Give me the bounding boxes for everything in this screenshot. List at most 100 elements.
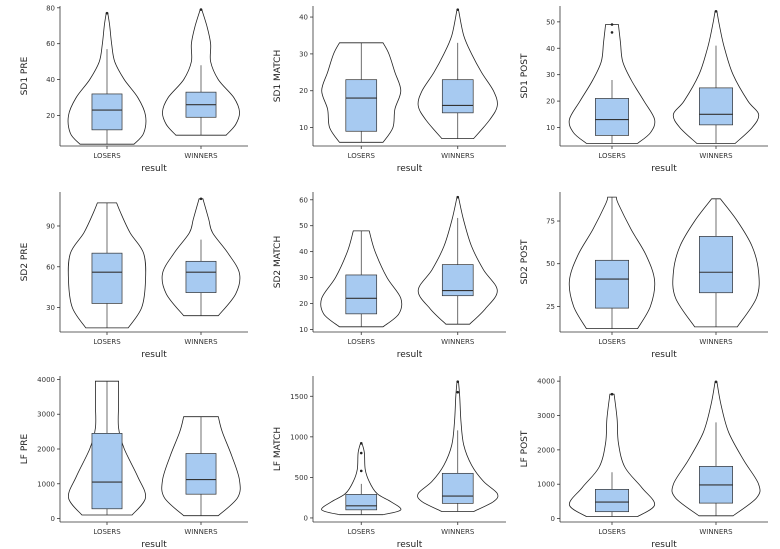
x-axis-title: result <box>141 540 167 549</box>
violin-losers <box>568 24 656 144</box>
y-tick-label: 25 <box>546 303 555 311</box>
y-tick-label: 40 <box>299 14 308 22</box>
y-tick-label: 30 <box>299 50 308 58</box>
y-tick-label: 3000 <box>537 412 555 420</box>
y-tick-label: 30 <box>299 274 308 282</box>
x-axis-title: result <box>141 164 167 174</box>
y-tick-label: 1000 <box>537 481 555 489</box>
y-tick-label: 2000 <box>37 446 55 454</box>
panel-sd1-pre: 20 40 60 80 LOSERS WINNERS result SD1 PRE <box>20 4 248 174</box>
box-winners <box>441 79 474 114</box>
y-axis-title: SD1 PRE <box>20 56 30 95</box>
box-winners <box>699 236 733 294</box>
x-tick-label: LOSERS <box>348 528 376 536</box>
panel-lf-match: 0 500 1000 1500 LOSERS WINNERS result LF MATCH <box>273 376 506 549</box>
x-tick-label: WINNERS <box>699 528 733 536</box>
panel-lf-post: 0 1000 2000 3000 4000 LOSERS WINNERS result LF P… <box>520 376 768 549</box>
y-tick-label: 75 <box>546 218 555 226</box>
panel-sd1-post: 10 20 30 40 50 LOSERS WINNERS result SD1 POST <box>520 6 768 174</box>
x-tick-label: WINNERS <box>441 338 475 346</box>
y-tick-label: 20 <box>546 98 555 106</box>
violin-losers <box>568 393 656 517</box>
box-losers <box>91 433 123 510</box>
x-axis-title: result <box>397 164 423 174</box>
box-losers <box>345 274 378 315</box>
x-axis-title: result <box>397 540 423 549</box>
x-tick-label: WINNERS <box>699 152 733 160</box>
y-tick-label: 1000 <box>37 480 55 488</box>
y-tick-label: 4000 <box>537 378 555 386</box>
y-axis-title: SD2 PRE <box>20 242 30 281</box>
violin-losers <box>67 202 147 329</box>
y-tick-label: 30 <box>46 304 55 312</box>
x-tick-label: LOSERS <box>348 338 376 346</box>
x-tick-label: LOSERS <box>93 338 121 346</box>
outlier-point <box>359 469 363 473</box>
y-tick-label: 80 <box>46 4 55 12</box>
y-tick-label: 50 <box>546 18 555 26</box>
y-tick-label: 90 <box>46 222 55 230</box>
outlier-point <box>359 442 363 445</box>
box-losers <box>91 252 123 304</box>
x-tick-label: LOSERS <box>598 528 626 536</box>
box-winners <box>185 260 217 293</box>
y-tick-label: 50 <box>546 260 555 268</box>
violin-losers <box>320 230 403 328</box>
y-tick-label: 0 <box>304 514 308 522</box>
y-tick-label: 3000 <box>37 411 55 419</box>
outlier-point <box>456 390 460 394</box>
outlier-point <box>199 197 203 201</box>
y-axis-title: SD1 POST <box>520 53 530 98</box>
box-losers <box>345 494 378 511</box>
y-tick-label: 20 <box>46 112 55 120</box>
box-losers <box>595 259 629 309</box>
outlier-point <box>610 23 614 26</box>
y-tick-label: 2000 <box>537 446 555 454</box>
y-tick-label: 20 <box>299 87 308 95</box>
y-tick-label: 10 <box>299 124 308 132</box>
y-axis-title: LF MATCH <box>273 427 283 471</box>
x-tick-label: WINNERS <box>184 152 218 160</box>
outlier-point <box>456 8 460 11</box>
y-tick-label: 0 <box>51 515 55 523</box>
y-tick-label: 40 <box>46 76 55 84</box>
y-tick-label: 60 <box>46 40 55 48</box>
panel-sd1-match: 10 20 30 40 LOSERS WINNERS result SD1 MATCH <box>273 6 506 174</box>
outlier-point <box>610 31 614 34</box>
y-tick-label: 40 <box>299 248 308 256</box>
y-tick-label: 40 <box>546 45 555 53</box>
y-tick-label: 20 <box>299 300 308 308</box>
outlier-point <box>199 8 203 11</box>
x-axis-title: result <box>397 350 423 360</box>
box-losers <box>345 79 378 132</box>
box-losers <box>91 93 123 131</box>
violin-winners <box>161 416 241 517</box>
outlier-point <box>610 392 614 396</box>
x-tick-label: LOSERS <box>93 528 121 536</box>
x-tick-label: LOSERS <box>348 152 376 160</box>
y-tick-label: 60 <box>299 196 308 204</box>
y-tick-label: 10 <box>546 124 555 132</box>
violin-winners <box>161 198 241 317</box>
y-axis-title: SD2 POST <box>520 239 530 284</box>
outlier-point <box>714 9 718 13</box>
y-tick-label: 1500 <box>290 393 308 401</box>
panel-sd2-pre: 30 60 90 LOSERS WINNERS result SD2 PRE <box>20 192 248 360</box>
panel-sd2-match: 10 20 30 40 50 60 LOSERS WINNERS result SD2 MATCH <box>273 192 506 360</box>
x-tick-label: WINNERS <box>441 528 475 536</box>
x-tick-label: LOSERS <box>598 152 626 160</box>
violin-losers <box>321 42 402 143</box>
x-tick-label: WINNERS <box>184 528 218 536</box>
x-axis-title: result <box>651 164 677 174</box>
x-tick-label: WINNERS <box>441 152 475 160</box>
violin-winners <box>672 198 760 328</box>
outlier-point <box>456 195 460 199</box>
outlier-point <box>714 380 718 384</box>
box-losers <box>595 489 629 513</box>
y-tick-label: 30 <box>546 71 555 79</box>
outlier-point <box>359 451 363 455</box>
y-axis-title: SD2 MATCH <box>273 236 283 288</box>
x-tick-label: LOSERS <box>93 152 121 160</box>
y-tick-label: 500 <box>295 474 308 482</box>
y-tick-label: 4000 <box>37 376 55 384</box>
